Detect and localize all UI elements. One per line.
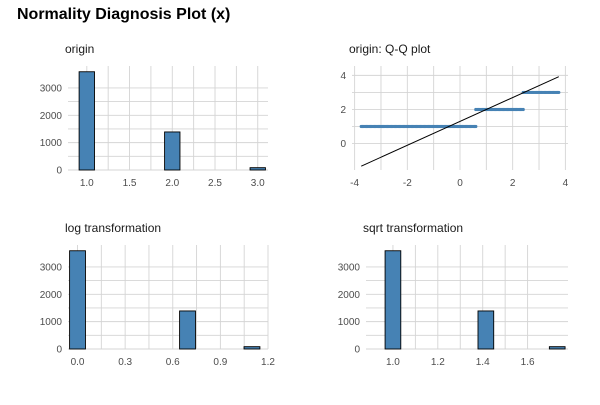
y-tick-label: 3000 xyxy=(40,83,63,94)
y-tick-label: 0 xyxy=(340,139,346,150)
x-tick-label: 1.2 xyxy=(431,357,445,368)
x-tick-label: 1.0 xyxy=(386,357,400,368)
x-tick-label: 1.4 xyxy=(476,357,490,368)
x-tick-label: 2 xyxy=(510,178,516,189)
y-tick-label: 2000 xyxy=(338,290,361,301)
qq-point xyxy=(474,124,478,129)
y-tick-label: 2 xyxy=(340,105,346,116)
panel-qq-plot: 0 2 4 -4 -2 0 2 4 xyxy=(340,66,569,189)
x-tick-label: -4 xyxy=(350,178,359,189)
y-tick-label: 1000 xyxy=(338,317,361,328)
histogram-bar xyxy=(249,167,266,171)
panel-log-histogram: 0 1000 2000 3000 0.0 0.3 0.6 0.9 1.2 xyxy=(40,245,275,368)
x-tick-label: 4 xyxy=(563,178,569,189)
histogram-bar xyxy=(384,250,402,350)
panel-title-sqrt: sqrt transformation xyxy=(363,221,463,235)
y-tick-label: 3000 xyxy=(338,262,361,273)
x-tick-label: 2.5 xyxy=(208,178,222,189)
qq-reference-line xyxy=(361,76,559,167)
panel-title-origin: origin xyxy=(65,42,94,56)
histogram-bar xyxy=(179,310,196,350)
main-title: Normality Diagnosis Plot (x) xyxy=(17,6,230,23)
histogram-bar xyxy=(164,131,181,171)
qq-point xyxy=(521,107,525,112)
y-tick-label: 1000 xyxy=(40,138,63,149)
panel-sqrt-histogram: 0 1000 2000 3000 1.0 1.2 1.4 1.6 xyxy=(338,245,568,368)
histogram-bar xyxy=(69,250,86,350)
histogram-bar xyxy=(477,310,495,350)
x-tick-label: 0.0 xyxy=(71,357,85,368)
y-tick-label: 2000 xyxy=(40,111,63,122)
y-tick-label: 4 xyxy=(340,71,346,82)
panel-title-log: log transformation xyxy=(65,221,161,235)
histogram-bar xyxy=(243,346,261,350)
y-tick-label: 0 xyxy=(56,345,62,356)
y-tick-label: 1000 xyxy=(40,317,63,328)
x-tick-label: 0.9 xyxy=(213,357,227,368)
x-tick-label: 0.6 xyxy=(166,357,180,368)
x-tick-label: 1.5 xyxy=(123,178,137,189)
x-tick-label: 0 xyxy=(457,178,463,189)
x-tick-label: 1.2 xyxy=(261,357,275,368)
histogram-bar xyxy=(548,346,566,350)
histogram-bar xyxy=(78,71,95,171)
x-tick-label: 0.3 xyxy=(118,357,132,368)
x-tick-label: -2 xyxy=(403,178,412,189)
y-tick-label: 0 xyxy=(354,345,360,356)
x-tick-label: 1.6 xyxy=(521,357,535,368)
panel-title-qq: origin: Q-Q plot xyxy=(349,42,431,56)
x-tick-label: 1.0 xyxy=(80,178,94,189)
qq-point xyxy=(557,90,561,95)
y-tick-label: 0 xyxy=(56,166,62,177)
y-tick-label: 2000 xyxy=(40,290,63,301)
panel-origin-histogram: 0 1000 2000 3000 1.0 1.5 2.0 2.5 3.0 xyxy=(40,66,268,189)
x-tick-label: 2.0 xyxy=(165,178,179,189)
x-tick-label: 3.0 xyxy=(251,178,265,189)
y-tick-label: 3000 xyxy=(40,262,63,273)
